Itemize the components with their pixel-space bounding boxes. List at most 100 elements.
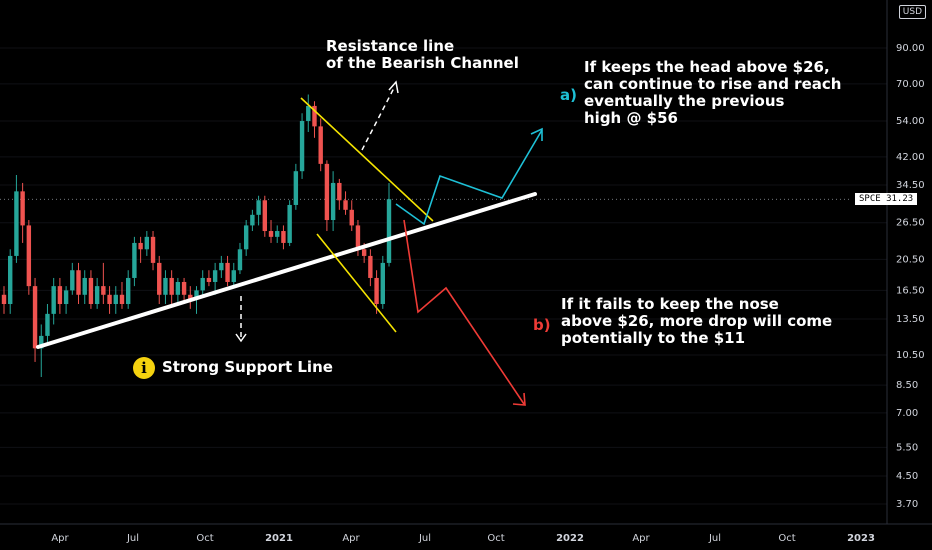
candle-up xyxy=(125,270,131,309)
candle-body xyxy=(324,163,330,221)
candle-body xyxy=(330,182,336,221)
candle-body xyxy=(250,214,255,226)
candle-up xyxy=(200,270,205,295)
x-tick-label: 2023 xyxy=(847,533,875,544)
resistance-annotation: Resistance line of the Bearish Channel xyxy=(326,37,519,72)
candle-body xyxy=(374,277,379,305)
candle-down xyxy=(312,101,317,138)
candle-up xyxy=(237,242,243,275)
y-tick-label: 8.50 xyxy=(896,380,918,391)
x-tick-label: Jul xyxy=(126,533,139,544)
candle-body xyxy=(20,191,25,226)
candle-body xyxy=(219,262,224,271)
candle-down xyxy=(368,249,373,287)
x-tick-label: Oct xyxy=(196,533,213,544)
candle-up xyxy=(256,195,261,226)
candle-body xyxy=(32,286,38,349)
candle-up xyxy=(82,270,87,305)
candle-down xyxy=(337,178,342,210)
y-tick-label: 3.70 xyxy=(896,499,918,510)
candle-down xyxy=(318,118,323,172)
channel-lower-line xyxy=(316,233,397,333)
candle-up xyxy=(275,225,280,243)
candle-body xyxy=(225,262,230,282)
info-icon: i xyxy=(133,357,155,379)
candle-down xyxy=(181,277,187,305)
y-tick-label: 90.00 xyxy=(896,43,925,54)
candle-body xyxy=(76,270,81,295)
y-tick-label: 54.00 xyxy=(896,116,925,127)
candle-down xyxy=(32,277,38,362)
candle-body xyxy=(57,286,63,305)
resistance-arrowhead xyxy=(388,80,399,94)
candle-down xyxy=(206,270,212,287)
candle-body xyxy=(63,290,69,305)
candle-body xyxy=(70,270,75,291)
candle-body xyxy=(88,277,94,305)
x-tick-label: Apr xyxy=(632,533,650,544)
candle-body xyxy=(200,277,205,291)
candle-up xyxy=(293,163,299,210)
candle-up xyxy=(14,175,19,263)
candle-down xyxy=(225,255,230,287)
candle-body xyxy=(150,236,156,263)
y-tick-label: 7.00 xyxy=(896,408,918,419)
x-tick-label: Apr xyxy=(342,533,360,544)
scenario-b-path xyxy=(403,219,525,405)
candle-body xyxy=(306,105,311,121)
y-tick-label: 70.00 xyxy=(896,79,925,90)
candle-down xyxy=(324,160,330,232)
candle-body xyxy=(206,277,212,282)
candle-body xyxy=(281,231,286,243)
candle-body xyxy=(349,209,354,226)
candle-body xyxy=(361,249,367,256)
candle-body xyxy=(237,249,243,271)
y-tick-label: 5.50 xyxy=(896,442,918,453)
candle-body xyxy=(243,225,249,250)
candle-down xyxy=(107,286,112,314)
candle-down xyxy=(262,195,268,237)
candle-down xyxy=(57,277,63,314)
candle-down xyxy=(169,270,174,305)
candles xyxy=(1,94,392,377)
candle-body xyxy=(337,182,342,201)
candle-body xyxy=(125,277,131,305)
candle-up xyxy=(386,182,392,267)
candle-body xyxy=(355,225,361,250)
candle-body xyxy=(94,286,100,305)
y-tick-label: 13.50 xyxy=(896,314,925,325)
candle-down xyxy=(268,220,274,243)
candle-body xyxy=(299,120,305,172)
currency-badge[interactable]: USD xyxy=(898,5,926,19)
candle-down xyxy=(343,191,348,215)
x-tick-label: 2022 xyxy=(556,533,584,544)
y-tick-label: 34.50 xyxy=(896,180,925,191)
candle-up xyxy=(70,262,75,295)
candle-body xyxy=(82,277,87,295)
candle-up xyxy=(132,236,137,287)
x-tick-label: Jul xyxy=(708,533,721,544)
support-annotation: Strong Support Line xyxy=(162,358,333,376)
candle-down xyxy=(138,236,143,263)
candle-up xyxy=(250,209,255,232)
x-tick-label: Jul xyxy=(418,533,431,544)
time-axis[interactable]: Apr Jul Oct 2021 Apr Jul Oct 2022 Apr Jul Oct 2023 xyxy=(0,523,932,544)
candle-body xyxy=(231,270,236,282)
candle-body xyxy=(212,270,218,282)
candle-body xyxy=(368,255,373,278)
candle-up xyxy=(299,113,305,179)
candle-down xyxy=(76,262,81,305)
candle-body xyxy=(113,294,118,305)
candle-body xyxy=(14,191,19,256)
candle-body xyxy=(107,294,112,305)
y-tick-label: 42.00 xyxy=(896,152,925,163)
candle-body xyxy=(293,171,299,205)
y-tick-label: 20.50 xyxy=(896,254,925,265)
candle-down xyxy=(150,231,156,271)
candle-down xyxy=(281,225,286,250)
candle-down xyxy=(349,200,354,232)
candle-up xyxy=(287,200,292,247)
price-axis[interactable]: 90.00 70.00 54.00 42.00 34.50 26.50 20.50 16.50… xyxy=(886,0,925,524)
candle-up xyxy=(8,249,13,314)
